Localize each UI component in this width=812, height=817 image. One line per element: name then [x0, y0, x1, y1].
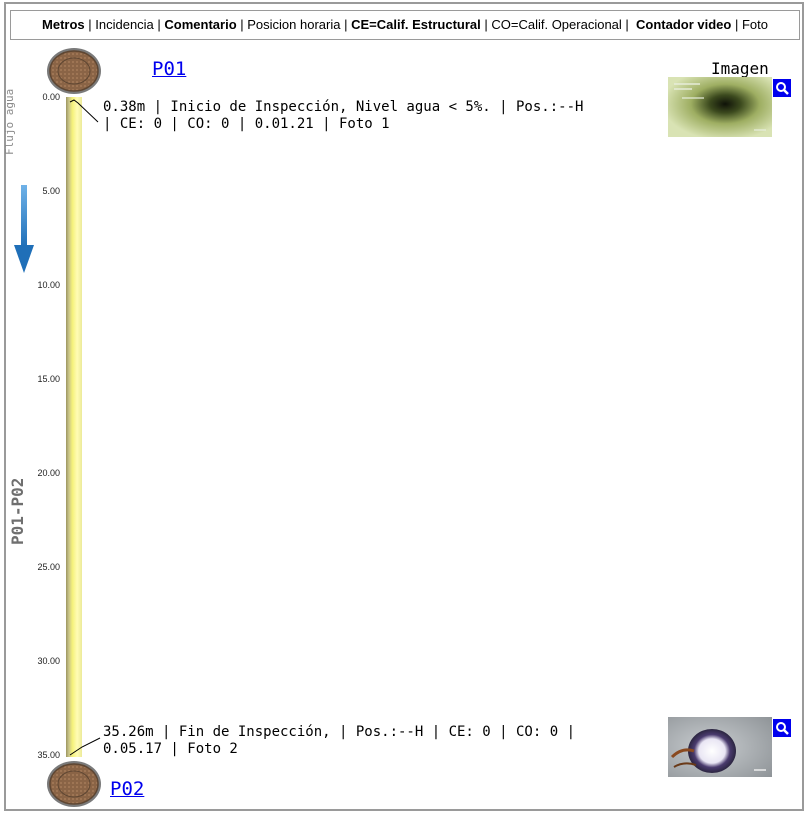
node-link-end[interactable]: P02: [110, 778, 145, 800]
legend-incidencia: Incidencia: [95, 17, 154, 32]
observation-leader-lines: [69, 99, 101, 756]
legend-sep: |: [84, 17, 96, 32]
legend-sep: |: [340, 17, 352, 32]
legend-foto: Foto: [741, 17, 768, 32]
scale-tick: 25.00: [37, 562, 60, 572]
legend-bar: Metros | Incidencia | Comentario | Posic…: [10, 10, 800, 40]
scale-tick: 0.00: [42, 92, 60, 102]
legend-co: CO=Calif. Operacional: [491, 17, 622, 32]
flow-down-arrow-icon: [14, 185, 34, 273]
scale-tick: 20.00: [37, 468, 60, 478]
leader-line-obs-1: [69, 99, 99, 123]
manhole-cover-end-icon: [47, 761, 101, 807]
leader-line-obs-2: [69, 737, 101, 756]
observation-1-zoom-icon[interactable]: [773, 79, 791, 97]
imagen-column-header: Imagen: [711, 59, 769, 78]
observation-1-line2: | CE: 0 | CO: 0 | 0.01.21 | Foto 1: [103, 116, 390, 132]
legend-contador: Contador video: [636, 17, 732, 32]
manhole-cover-start-icon: [47, 48, 101, 94]
legend-sep: |: [153, 17, 165, 32]
observation-1: 0.38m | Inicio de Inspección, Nivel agua…: [103, 99, 658, 133]
legend-sep: |: [731, 17, 742, 32]
observation-2-photo[interactable]: [668, 717, 772, 777]
observation-2-line1: 35.26m | Fin de Inspección, | Pos.:--H |…: [103, 724, 576, 740]
observation-1-line1: 0.38m | Inicio de Inspección, Nivel agua…: [103, 99, 584, 115]
scale-tick: 30.00: [37, 656, 60, 666]
scale-tick: 10.00: [37, 280, 60, 290]
scale-tick: 5.00: [42, 186, 60, 196]
legend-comentario: Comentario: [164, 17, 237, 32]
pipe-segment-label: P01-P02: [8, 477, 27, 545]
observation-2-line2: 0.05.17 | Foto 2: [103, 741, 238, 757]
legend-ce: CE=Calif. Estructural: [351, 17, 481, 32]
legend-sep: |: [480, 17, 492, 32]
scale-tick: 35.00: [37, 750, 60, 760]
legend-sep: |: [236, 17, 248, 32]
legend-posicion: Posicion horaria: [247, 17, 341, 32]
node-link-start[interactable]: P01: [152, 58, 187, 80]
observation-2: 35.26m | Fin de Inspección, | Pos.:--H |…: [103, 724, 658, 758]
legend-sep: |: [621, 17, 637, 32]
flow-label: Flujo agua: [3, 88, 16, 155]
legend-metros: Metros: [42, 17, 85, 32]
observation-1-photo[interactable]: [668, 77, 772, 137]
observation-2-zoom-icon[interactable]: [773, 719, 791, 737]
scale-tick: 15.00: [37, 374, 60, 384]
pipe-bar: [66, 97, 82, 757]
